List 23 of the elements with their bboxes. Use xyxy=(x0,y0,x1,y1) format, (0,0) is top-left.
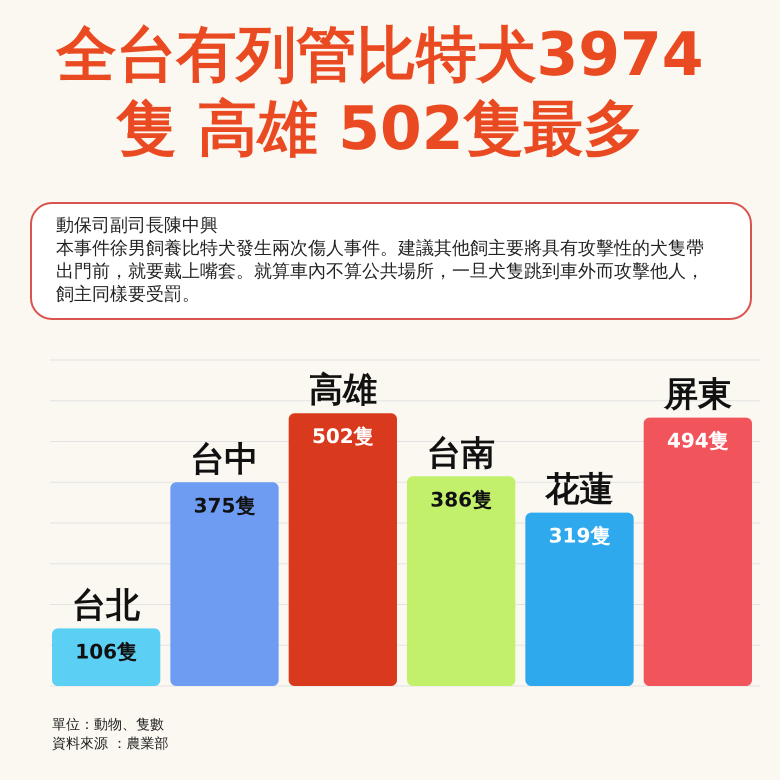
data-label: 319隻 xyxy=(548,524,610,548)
data-label: 494隻 xyxy=(666,428,729,453)
x-tick-label: 花蓮 xyxy=(544,470,614,510)
text: 動保司副司長陳中興 xyxy=(56,214,219,237)
bar xyxy=(525,512,634,686)
bar xyxy=(170,482,279,686)
source-note: 資料來源 ：農業部 xyxy=(52,735,168,754)
bar xyxy=(407,476,516,686)
bar xyxy=(644,418,752,686)
data-label: 502隻 xyxy=(312,424,374,448)
x-tick-label: 屏東 xyxy=(662,374,732,415)
x-tick-label: 台北 xyxy=(72,585,142,626)
x-tick-label: 台中 xyxy=(190,439,258,480)
chart-title: 全台有列管比特犬3974隻 高雄 502隻最多 xyxy=(55,19,704,166)
text: 單位：動物、隻數 xyxy=(52,716,165,735)
data-label: 106隻 xyxy=(75,639,138,664)
bar xyxy=(288,413,397,686)
data-label: 386隻 xyxy=(430,487,492,512)
x-tick-label: 高雄 xyxy=(308,370,377,410)
data-label: 375隻 xyxy=(194,493,256,518)
x-tick-label: 台南 xyxy=(427,433,496,474)
bar xyxy=(52,628,160,686)
text: 本事件徐男飼養比特犬發生兩次傷人事件。建議其他飼主要將具有攻擊性的犬隻帶出門前，就要戴上嘴套。就算車內不算公共場所，一旦犬隻跳到車外而攻擊他人，飼主同樣要受罰。 xyxy=(56,237,705,306)
